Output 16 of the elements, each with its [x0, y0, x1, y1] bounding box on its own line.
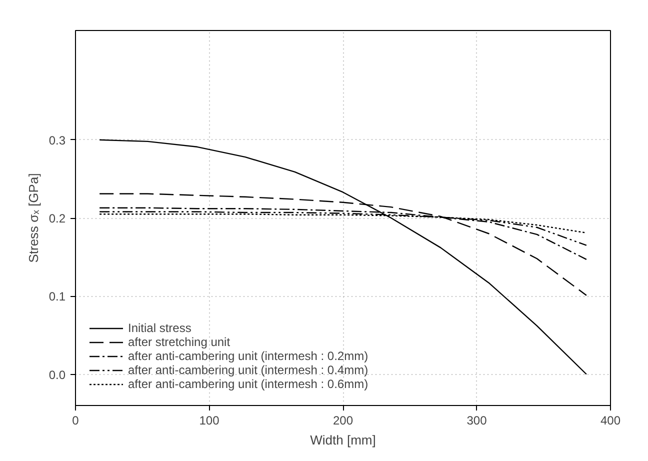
legend-label: after anti-cambering unit (intermesh : 0.6mm)	[128, 377, 368, 391]
legend-label: after anti-cambering unit (intermesh : 0.4mm)	[128, 363, 368, 377]
legend-label: after stretching unit	[128, 335, 230, 349]
y-axis-title: Stress σₓ [GPa]	[26, 173, 41, 263]
legend-label: Initial stress	[128, 321, 192, 335]
y-tick-label: 0.1	[48, 290, 66, 304]
y-tick-label: 0.2	[48, 212, 66, 226]
x-tick-label: 0	[72, 414, 80, 428]
x-tick-label: 400	[600, 414, 621, 428]
x-tick-label: 200	[332, 414, 354, 428]
y-tick-label: 0.3	[48, 133, 66, 148]
y-tick-label: 0.0	[48, 368, 66, 382]
x-tick-label: 100	[199, 414, 220, 428]
legend-label: after anti-cambering unit (intermesh : 0.2mm)	[128, 349, 368, 363]
x-axis-title: Width [mm]	[310, 432, 376, 448]
x-tick-label: 300	[466, 414, 488, 428]
